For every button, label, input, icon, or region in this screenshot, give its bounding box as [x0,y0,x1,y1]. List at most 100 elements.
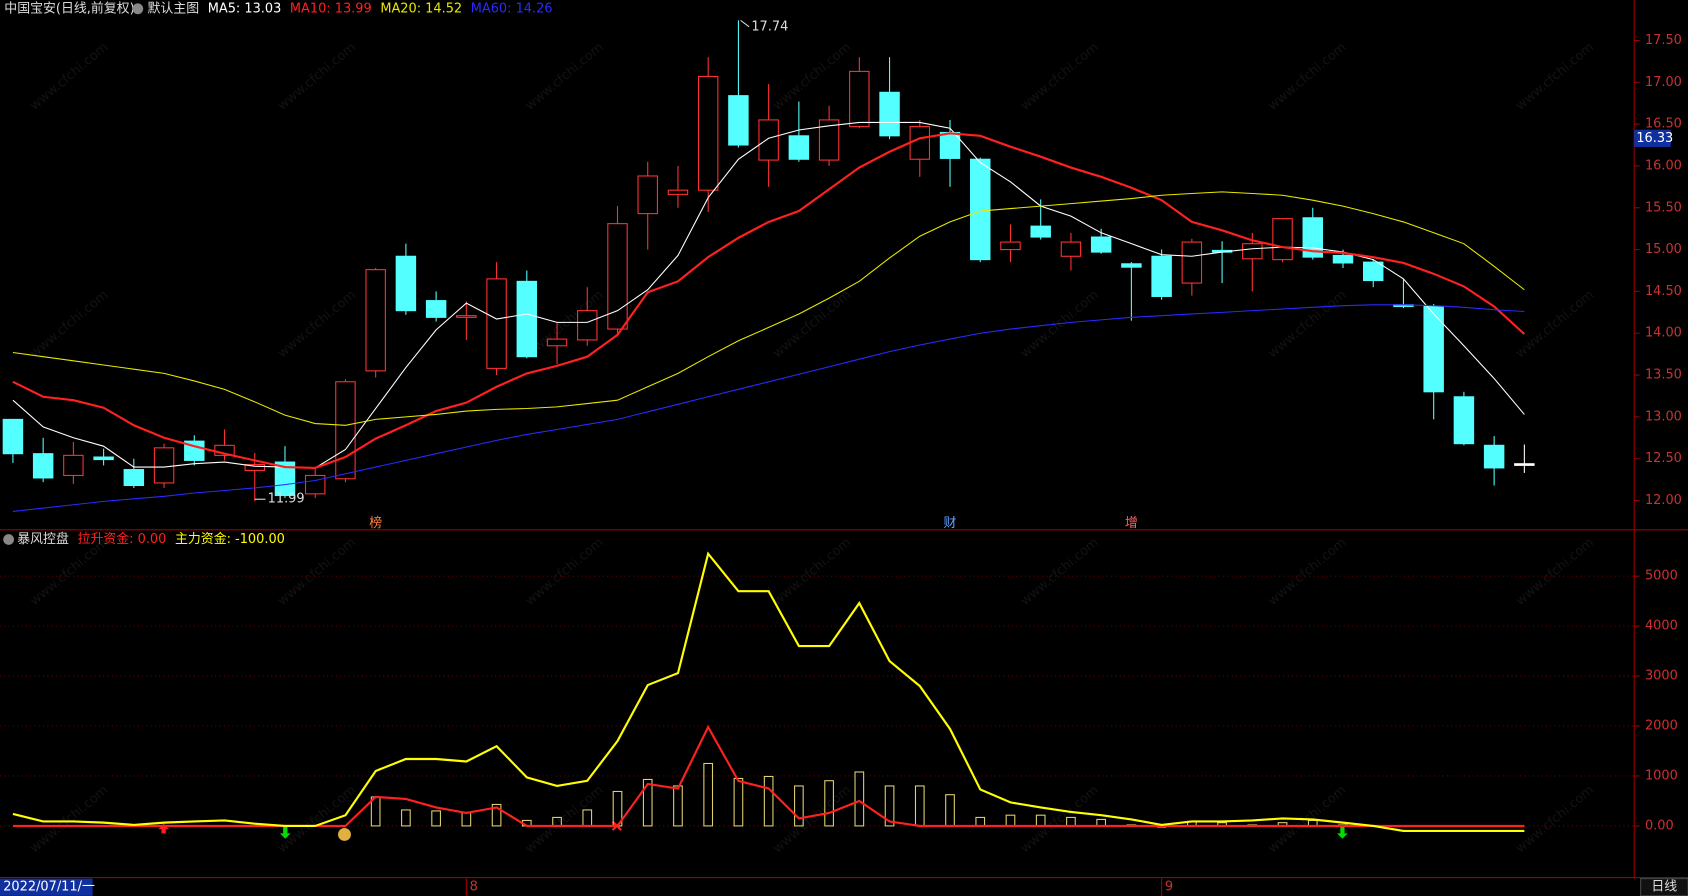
candle-body [63,454,84,476]
series-line [12,121,1525,469]
candle-body [758,119,779,161]
candle-body [1090,236,1112,253]
y-tick-label: 12.00 [1645,493,1682,508]
low-label: 11.99 [268,492,305,507]
legend-entry: 拉升资金: 0.00 [78,531,167,547]
candle-body [2,418,24,455]
bar [642,778,653,827]
series-line [12,724,1525,828]
event-label: 财 [944,516,957,531]
candle-body [32,453,54,479]
series-line [12,191,1525,426]
candle-body [546,338,568,347]
high-pointer [740,19,750,28]
candle-body [486,278,507,369]
legend-entry: MA20: 14.52 [380,1,462,16]
stock-title: 中国宝安(日线,前复权) [4,0,134,16]
candle-body [970,158,991,261]
candle-body [516,280,538,358]
y-tick-label: 0.00 [1645,818,1674,833]
y-tick-label: 13.50 [1645,368,1682,383]
candle-body [274,461,296,497]
settings-icon[interactable] [132,3,144,15]
main-chart-label[interactable]: 默认主图 [147,0,199,16]
bar [431,810,441,827]
price-tag-label: 16.33 [1636,131,1673,146]
candle-body [1060,241,1082,257]
signal-arrow [158,823,170,834]
y-tick-label: 5000 [1645,569,1678,584]
series-line [12,304,1525,512]
candle-body [335,381,356,480]
price-tag [1634,129,1671,147]
y-tick-label: 15.00 [1645,242,1682,257]
candle-body [184,440,205,461]
candle-body [1332,254,1354,264]
legend-entry: 主力资金: -100.00 [175,531,285,547]
candle-body [244,464,265,471]
candle-body [849,70,870,128]
bar [763,775,774,827]
candle-body [1423,305,1444,393]
legend-entry: MA60: 14.26 [471,1,553,16]
candle-body [728,95,749,146]
candle-body [818,119,840,161]
y-tick-label: 15.50 [1645,200,1682,215]
candle-body [879,91,900,137]
date-box [0,878,93,896]
candle-body [123,469,145,487]
candle-body [788,135,810,160]
y-tick-label: 16.00 [1645,158,1682,173]
candle-body [153,447,175,484]
candle-body [1121,263,1142,268]
series-line [12,132,1526,469]
candle-body [1181,241,1203,284]
indicator-title[interactable]: 暴风控盘 [17,531,69,547]
y-tick-label: 3000 [1645,669,1678,684]
bar [824,780,834,827]
high-label: 17.74 [751,19,788,34]
bar [794,785,804,827]
event-label: 榜 [369,515,382,531]
y-tick-label: 14.00 [1645,326,1682,341]
period-label[interactable]: 日线 [1651,880,1677,895]
y-tick-label: 12.50 [1645,451,1682,466]
candle-body [1483,444,1505,469]
candle-body [1030,225,1051,238]
bar [401,809,411,827]
candle-body [1514,463,1535,466]
candle-body [909,126,931,160]
settings-icon[interactable] [3,534,14,545]
legend-entry: MA5: 13.03 [208,1,282,16]
y-tick-label: 14.50 [1645,284,1682,299]
signal-arrow [1337,826,1348,839]
candle-body [1362,261,1384,282]
candle-body [1453,396,1475,445]
candle-body [577,310,598,341]
signal-icon [338,828,351,841]
y-tick-label: 17.00 [1645,75,1682,90]
candle-body [1000,241,1021,251]
candle-body [93,456,114,461]
signal-arrow [279,826,291,839]
candle-body [395,255,417,312]
legend-entry: MA10: 13.99 [290,1,372,16]
y-tick-label: 1000 [1645,768,1678,783]
candle-body [1272,218,1293,261]
candle-body [637,175,658,215]
bar [733,777,744,827]
y-tick-label: 17.50 [1645,33,1682,48]
x-tick-label: 8 [470,880,478,895]
x-tick-label: 2022/07/11/一 [3,880,95,895]
y-tick-label: 2000 [1645,719,1678,734]
bar [491,803,502,827]
candle-body [697,75,719,191]
bar [884,785,895,827]
y-tick-label: 16.50 [1645,117,1682,132]
y-tick-label: 4000 [1645,619,1678,634]
bar [703,762,714,827]
candle-body [607,223,628,330]
candle-body [1242,243,1263,260]
y-tick-label: 13.00 [1645,409,1682,424]
